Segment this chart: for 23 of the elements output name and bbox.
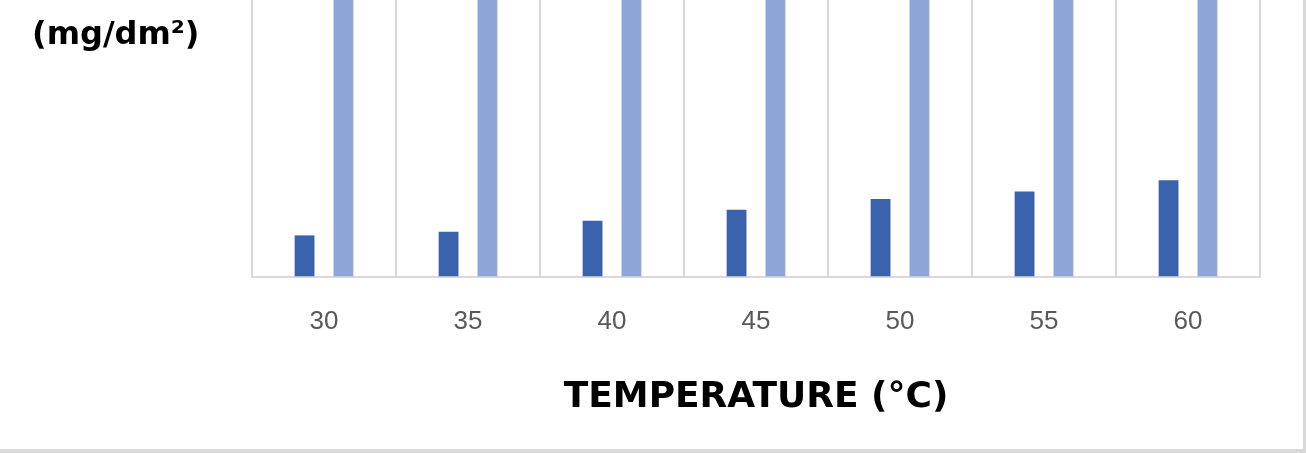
bar [1158,180,1179,277]
bar [333,0,354,277]
bar [1053,0,1074,277]
bar [621,0,642,277]
x-axis-title: TEMPERATURE (°C) [563,373,949,415]
x-tick-label: 30 [309,305,339,336]
x-tick-label: 45 [741,305,771,336]
bar [765,0,786,277]
x-tick-label: 60 [1173,305,1203,336]
bar [870,198,891,277]
bar [294,235,315,277]
x-tick-label: 40 [597,305,627,336]
bar [1197,0,1218,277]
bar [438,231,459,277]
x-tick-label: 55 [1029,305,1059,336]
bar [582,220,603,277]
x-tick-label: 35 [453,305,483,336]
bar [909,0,930,277]
x-tick-label: 50 [885,305,915,336]
bar [477,0,498,277]
y-axis-title: (mg/dm²) [32,14,200,52]
bar [726,209,747,277]
bar [1014,191,1035,277]
